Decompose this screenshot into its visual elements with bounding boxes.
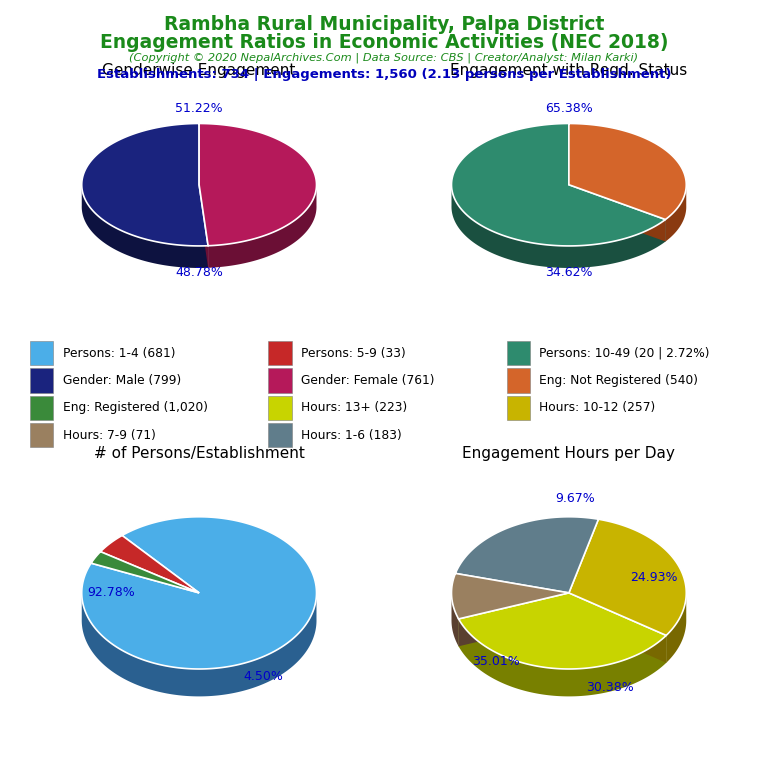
Polygon shape (458, 593, 569, 647)
Title: Genderwise Engagement: Genderwise Engagement (102, 63, 296, 78)
Text: Hours: 10-12 (257): Hours: 10-12 (257) (539, 402, 655, 415)
Text: Hours: 1-6 (183): Hours: 1-6 (183) (301, 429, 402, 442)
Text: Engagement Ratios in Economic Activities (NEC 2018): Engagement Ratios in Economic Activities… (100, 33, 668, 52)
Text: Gender: Female (761): Gender: Female (761) (301, 374, 435, 387)
Polygon shape (81, 184, 208, 268)
Text: Persons: 10-49 (20 | 2.72%): Persons: 10-49 (20 | 2.72%) (539, 346, 710, 359)
Polygon shape (208, 184, 316, 268)
Text: 65.38%: 65.38% (545, 102, 593, 115)
Polygon shape (458, 593, 667, 669)
Polygon shape (81, 517, 316, 669)
Bar (30, 423, 53, 448)
Bar (269, 369, 292, 392)
Text: (Copyright © 2020 NepalArchives.Com | Data Source: CBS | Creator/Analyst: Milan : (Copyright © 2020 NepalArchives.Com | Da… (130, 52, 638, 63)
Polygon shape (569, 185, 665, 242)
Polygon shape (667, 592, 687, 663)
Text: 51.22%: 51.22% (175, 102, 223, 115)
Bar (30, 369, 53, 392)
Text: Hours: 7-9 (71): Hours: 7-9 (71) (63, 429, 156, 442)
Polygon shape (452, 591, 458, 647)
Text: Persons: 5-9 (33): Persons: 5-9 (33) (301, 346, 406, 359)
Text: Eng: Not Registered (540): Eng: Not Registered (540) (539, 374, 698, 387)
Polygon shape (569, 185, 665, 242)
Text: 30.38%: 30.38% (586, 680, 634, 694)
Polygon shape (569, 519, 687, 635)
Polygon shape (569, 124, 687, 220)
Text: 92.78%: 92.78% (88, 587, 135, 599)
Bar (30, 396, 53, 420)
Text: 34.62%: 34.62% (545, 266, 593, 280)
Polygon shape (452, 574, 569, 619)
Polygon shape (199, 185, 208, 268)
Title: # of Persons/Establishment: # of Persons/Establishment (94, 446, 305, 461)
Polygon shape (458, 619, 667, 697)
Polygon shape (458, 593, 569, 647)
Bar (269, 341, 292, 365)
Text: Hours: 13+ (223): Hours: 13+ (223) (301, 402, 407, 415)
Title: Engagement Hours per Day: Engagement Hours per Day (462, 446, 675, 461)
Polygon shape (199, 185, 208, 268)
Bar (507, 341, 530, 365)
Text: 4.50%: 4.50% (243, 670, 283, 683)
Polygon shape (91, 551, 199, 593)
Polygon shape (452, 124, 665, 246)
Text: Eng: Registered (1,020): Eng: Registered (1,020) (63, 402, 208, 415)
Title: Engagement with Regd. Status: Engagement with Regd. Status (450, 63, 687, 78)
Polygon shape (665, 184, 687, 242)
Polygon shape (569, 593, 667, 663)
Polygon shape (81, 124, 208, 246)
Bar (507, 396, 530, 420)
Bar (269, 423, 292, 448)
Text: Rambha Rural Municipality, Palpa District: Rambha Rural Municipality, Palpa Distric… (164, 15, 604, 35)
Polygon shape (569, 593, 667, 663)
Polygon shape (199, 124, 316, 246)
Text: Persons: 1-4 (681): Persons: 1-4 (681) (63, 346, 175, 359)
Text: 24.93%: 24.93% (630, 571, 677, 584)
Text: Gender: Male (799): Gender: Male (799) (63, 374, 181, 387)
Text: 35.01%: 35.01% (472, 655, 520, 668)
Polygon shape (452, 184, 665, 268)
Bar (30, 341, 53, 365)
Bar (269, 396, 292, 420)
Polygon shape (455, 517, 598, 593)
Text: Establishments: 734 | Engagements: 1,560 (2.13 persons per Establishment): Establishments: 734 | Engagements: 1,560… (97, 68, 671, 81)
Bar (507, 369, 530, 392)
Polygon shape (101, 535, 199, 593)
Text: 9.67%: 9.67% (554, 492, 594, 505)
Polygon shape (81, 591, 316, 697)
Text: 48.78%: 48.78% (175, 266, 223, 280)
